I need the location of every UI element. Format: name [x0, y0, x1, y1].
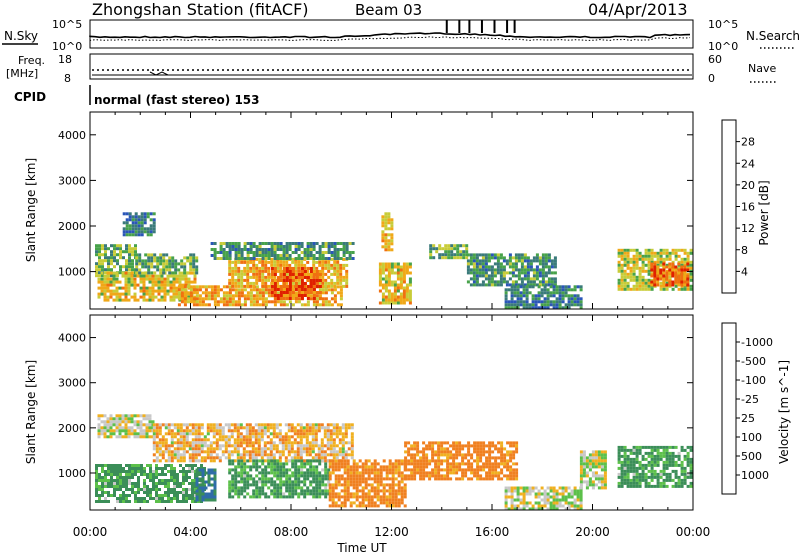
power-echo-region	[177, 285, 343, 307]
beam-label: Beam 03	[355, 1, 422, 19]
velocity-ylabel: Slant Range [km]	[24, 360, 38, 464]
x-axis: 00:00 04:00 08:00 12:00 16:00 20:00 00:00	[73, 525, 711, 539]
freq-label: Freq.	[18, 54, 45, 67]
velocity-x-ticks	[89, 315, 694, 510]
freq-panel: Freq. [MHz] 18 8 60 0 Nave	[6, 53, 776, 85]
velocity-panel: 1000 2000 3000 4000 Slant Range [km] 1000 50…	[24, 314, 791, 511]
vel-colorbar-tick: 25	[741, 412, 755, 425]
power-echo-region	[504, 285, 583, 310]
power-ytick-label: 4000	[58, 129, 86, 142]
power-echo-region	[228, 257, 349, 288]
power-echo-region	[210, 242, 355, 260]
noise-search-trace	[89, 36, 691, 41]
x-tick-label: 12:00	[374, 525, 409, 539]
noise-right-tick-top: 10^5	[708, 18, 738, 31]
velocity-y-axis: 1000 2000 3000 4000	[58, 332, 693, 480]
power-panel: 1000 2000 3000 4000 Slant Range [km] 4 8 12 16…	[24, 111, 771, 310]
power-colorbar-tick: 12	[741, 222, 755, 235]
power-echo-region	[381, 212, 394, 252]
noise-spikes	[445, 20, 516, 33]
noise-right-tick-bottom: 10^0	[708, 40, 738, 53]
vel-colorbar-tick: -500	[741, 355, 766, 368]
x-tick-label: 00:00	[676, 525, 711, 539]
vel-colorbar-tick: -100	[741, 374, 766, 387]
vel-ytick-label: 1000	[58, 467, 86, 480]
x-tick-label: 20:00	[575, 525, 610, 539]
power-map	[95, 212, 693, 310]
velocity-map	[95, 414, 693, 511]
noise-left-tick-bottom: 10^0	[52, 40, 82, 53]
power-colorbar-tick: 24	[741, 157, 755, 170]
power-y-axis: 1000 2000 3000 4000	[58, 129, 693, 279]
power-echo-region	[466, 253, 557, 287]
velocity-colorbar-label: Velocity [m s^-1]	[777, 360, 791, 464]
power-ytick-label: 1000	[58, 266, 86, 279]
x-tick-label: 04:00	[173, 525, 208, 539]
power-echo-region	[270, 267, 322, 300]
vel-echo-region	[328, 459, 407, 508]
noise-panel: N.Sky 10^5 10^0 10^5 10^0 N.Search	[2, 18, 800, 53]
vel-echo-region	[195, 468, 217, 502]
power-x-ticks	[89, 112, 694, 309]
noise-left-tick-top: 10^5	[52, 18, 82, 31]
power-ytick-label: 3000	[58, 174, 86, 187]
vel-echo-region	[504, 486, 583, 511]
vel-ytick-label: 4000	[58, 332, 86, 345]
vel-ytick-label: 2000	[58, 422, 86, 435]
power-colorbar-tick: 28	[741, 136, 755, 149]
power-colorbar-tick: 16	[741, 201, 755, 214]
noise-right-label: N.Search	[746, 29, 800, 43]
vel-colorbar-tick: 100	[741, 431, 762, 444]
x-tick-label: 16:00	[475, 525, 510, 539]
power-colorbar-tick: 20	[741, 179, 755, 192]
power-ylabel: Slant Range [km]	[24, 158, 38, 262]
vel-colorbar-tick: 500	[741, 450, 762, 463]
vel-echo-region	[404, 441, 519, 481]
x-tick-label: 00:00	[73, 525, 108, 539]
power-colorbar-tick: 8	[741, 244, 748, 257]
power-echo-region	[429, 244, 469, 260]
vel-colorbar-tick: 1000	[741, 469, 769, 482]
vel-echo-region	[617, 445, 693, 488]
date-label: 04/Apr/2013	[588, 0, 688, 19]
velocity-colorbar: 1000 500 100 25 -25 -100 -500 -1000	[721, 322, 773, 495]
power-echo-region	[650, 262, 690, 287]
power-echo-region	[97, 271, 197, 302]
nave-dip	[149, 71, 169, 76]
power-colorbar-label: Power [dB]	[757, 180, 771, 245]
x-axis-label: Time UT	[336, 541, 387, 554]
vel-echo-region	[97, 414, 155, 439]
nave-tick-top: 60	[708, 53, 722, 66]
vel-ytick-label: 3000	[58, 377, 86, 390]
nave-label: Nave	[748, 62, 776, 75]
power-echo-region	[378, 262, 412, 305]
cpid-label: CPID	[14, 90, 46, 104]
cpid-value: normal (fast stereo) 153	[94, 93, 260, 107]
vel-echo-region	[228, 459, 331, 499]
nave-tick-bottom: 0	[708, 72, 715, 85]
power-ytick-label: 2000	[58, 220, 86, 233]
x-tick-label: 08:00	[274, 525, 309, 539]
power-colorbar-tick: 4	[741, 265, 748, 278]
power-echo-region	[135, 253, 199, 275]
power-echo-region	[122, 212, 156, 237]
power-colorbar: 4 8 12 16 20 24 28	[721, 119, 755, 294]
freq-unit: [MHz]	[6, 67, 38, 80]
freq-tick-top: 18	[58, 53, 72, 66]
vel-colorbar-tick: -1000	[741, 336, 773, 349]
vel-echo-region	[152, 423, 354, 463]
power-echo-region	[95, 244, 137, 278]
vel-colorbar-tick: -25	[741, 393, 759, 406]
noise-left-label: N.Sky	[4, 29, 38, 43]
noise-sky-trace	[89, 32, 691, 39]
vel-echo-region	[579, 450, 607, 490]
station-title: Zhongshan Station (fitACF)	[92, 0, 309, 19]
freq-tick-bottom: 8	[64, 72, 71, 85]
